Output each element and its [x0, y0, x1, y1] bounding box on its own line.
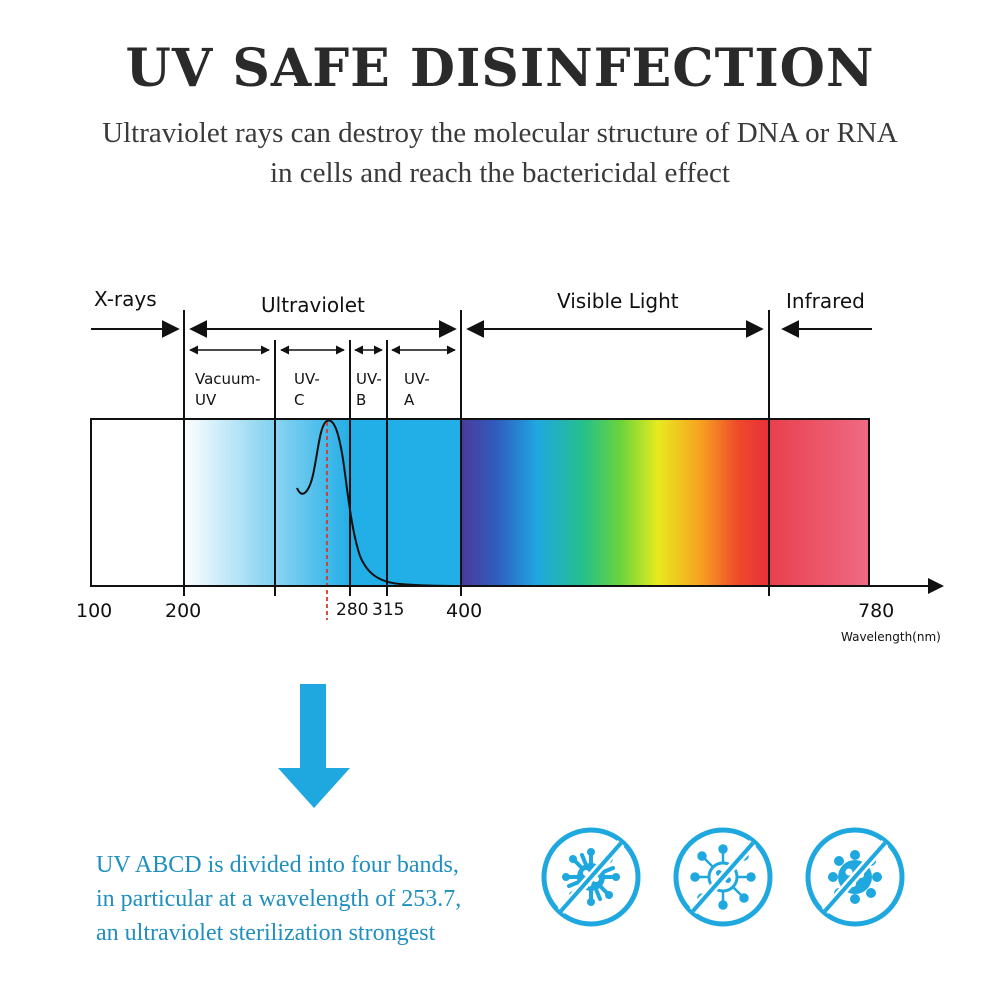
xray-region: [91, 419, 184, 586]
tick-780: 780: [858, 600, 894, 622]
label-uvb-1: UV-: [356, 370, 382, 388]
label-uva-1: UV-: [404, 370, 430, 388]
uvc-region: [275, 419, 350, 586]
label-uva-2: A: [404, 391, 415, 409]
tick-100: 100: [76, 600, 112, 622]
virus-crossed-icon: [539, 825, 643, 929]
tick-280: 280: [336, 600, 368, 620]
label-xrays: X-rays: [94, 287, 157, 311]
label-vacuum-uv-1: Vacuum-: [195, 370, 261, 388]
label-uvc-2: C: [294, 391, 304, 409]
subtitle-line-2: in cells and reach the bactericidal effe…: [270, 157, 730, 189]
label-uvc-1: UV-: [294, 370, 320, 388]
note-line-1: UV ABCD is divided into four bands,: [96, 852, 459, 878]
bacteria-crossed-icon: [671, 825, 775, 929]
subtitle-line-1: Ultraviolet rays can destroy the molecul…: [102, 117, 898, 149]
axis-label: Wavelength(nm): [841, 630, 941, 644]
uvb-uva-region: [350, 419, 461, 586]
germ-crossed-icon: [803, 825, 907, 929]
label-ultraviolet: Ultraviolet: [261, 293, 365, 317]
germicidal-curve: [296, 419, 462, 587]
note-line-3: an ultraviolet sterilization strongest: [96, 920, 436, 946]
label-uvb-2: B: [356, 391, 366, 409]
uv-bands-note: UV ABCD is divided into four bands, in p…: [96, 848, 461, 950]
tick-200: 200: [165, 600, 201, 622]
label-infrared: Infrared: [786, 289, 865, 313]
note-line-2: in particular at a wavelength of 253.7,: [96, 886, 462, 912]
label-vacuum-uv-2: UV: [195, 391, 217, 409]
tick-315: 315: [372, 600, 404, 620]
down-arrow-icon: [278, 684, 350, 808]
spectrum-diagram: X-rays Ultraviolet Visible Light Infrare…: [76, 287, 944, 644]
label-visible-light: Visible Light: [557, 289, 679, 313]
infrared-region: [769, 419, 869, 586]
axis-arrowhead: [928, 578, 944, 594]
tick-400: 400: [446, 600, 482, 622]
page-subtitle: Ultraviolet rays can destroy the molecul…: [0, 113, 1000, 193]
vacuum-uv-region: [184, 419, 275, 586]
visible-region: [461, 419, 769, 586]
page-title: UV SAFE DISINFECTION: [125, 38, 875, 99]
